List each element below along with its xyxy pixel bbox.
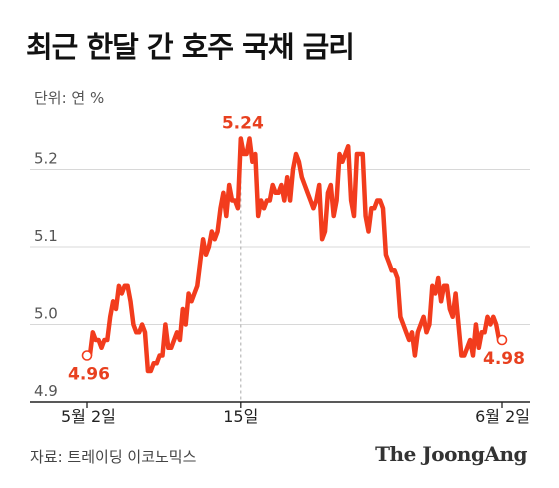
- y-tick-label: 5.2: [34, 150, 58, 168]
- unit-label: 단위: 연 %: [34, 89, 105, 107]
- x-tick-label: 5월 2일: [61, 407, 116, 426]
- data-label: 4.96: [68, 365, 110, 385]
- data-label: 5.24: [222, 114, 264, 134]
- source-note: 자료: 트레이딩 이코노믹스: [30, 448, 197, 466]
- x-tick-label: 15일: [223, 407, 258, 426]
- series-layer: [81, 136, 508, 374]
- chart-labels: 4.9 5.0 5.1 5.2 5월 2일 15일 6월 2일 4.96 5.24 4.98: [34, 114, 530, 427]
- data-point-marker: [496, 334, 508, 346]
- x-tick-label: 6월 2일: [475, 407, 530, 426]
- data-point-marker: [81, 350, 93, 361]
- grid-lines: [30, 169, 530, 408]
- series-line: [84, 136, 505, 374]
- brand-logo: The JoongAng: [375, 442, 527, 466]
- chart-title: 최근 한달 간 호주 국채 금리: [26, 30, 355, 64]
- y-tick-label: 4.9: [34, 382, 58, 400]
- data-label: 4.98: [483, 349, 525, 369]
- y-tick-label: 5.0: [34, 305, 58, 323]
- y-tick-label: 5.1: [34, 227, 58, 245]
